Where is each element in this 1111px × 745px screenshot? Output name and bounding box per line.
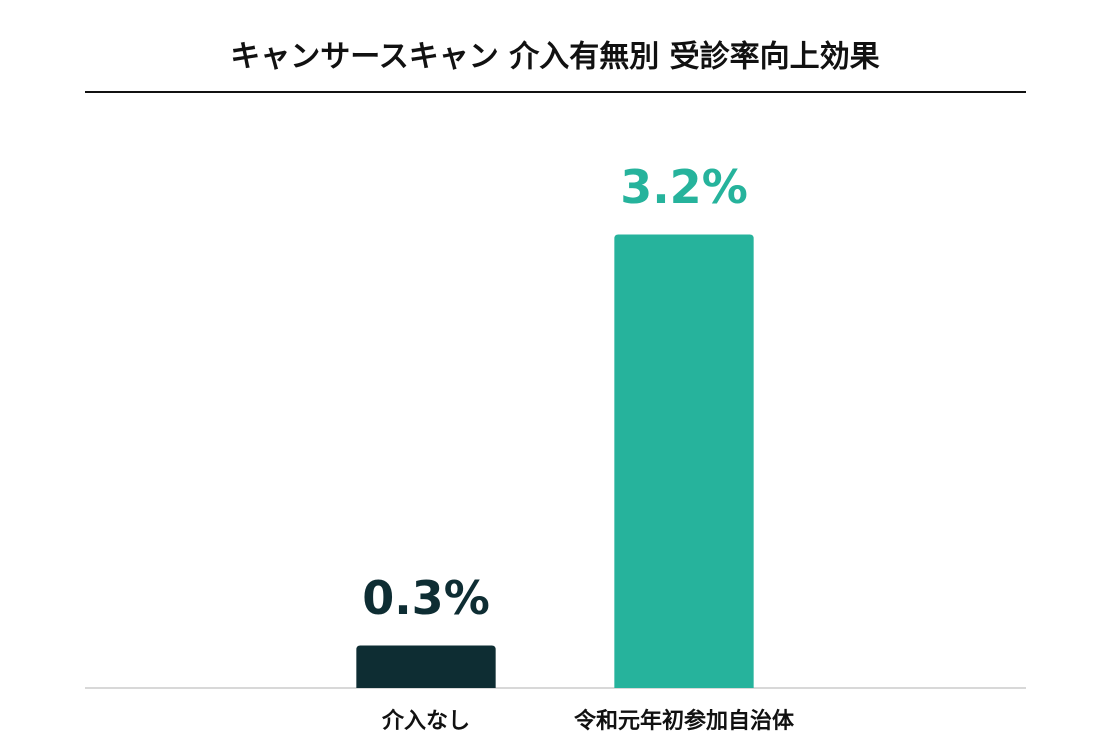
chart-title: キャンサースキャン 介入有無別 受診率向上効果 (230, 40, 879, 75)
bar (356, 645, 496, 688)
bar (614, 234, 754, 688)
value-label: 0.3% (362, 571, 490, 625)
x-tick-label: 介入なし (381, 708, 470, 734)
value-label: 3.2% (620, 160, 748, 214)
x-tick-label: 令和元年初参加自治体 (574, 708, 795, 734)
